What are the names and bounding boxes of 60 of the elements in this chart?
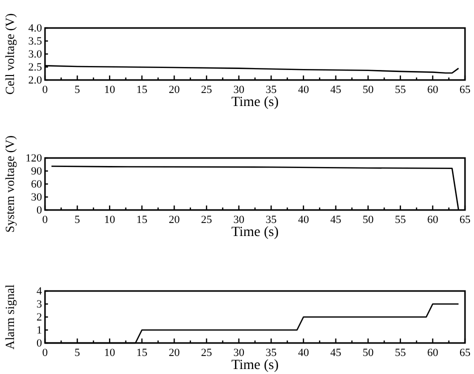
x-tick-label: 35 xyxy=(266,347,278,359)
x-tick-label: 40 xyxy=(298,214,310,226)
x-tick-label: 35 xyxy=(266,214,278,226)
x-tick-label: 25 xyxy=(201,347,213,359)
x-tick-label: 60 xyxy=(427,214,439,226)
x-tick-label: 10 xyxy=(104,214,116,226)
x-axis-title: Time (s) xyxy=(231,225,279,240)
x-tick-label: 20 xyxy=(168,214,180,226)
x-tick-label: 40 xyxy=(298,347,310,359)
y-tick-label: 4.0 xyxy=(28,22,42,34)
x-tick-label: 5 xyxy=(74,347,81,359)
x-tick-label: 35 xyxy=(266,84,278,96)
y-tick-label: 2 xyxy=(36,312,42,324)
x-tick-label: 25 xyxy=(201,84,213,96)
x-tick-label: 60 xyxy=(427,347,439,359)
x-tick-label: 30 xyxy=(233,84,245,96)
x-tick-label: 10 xyxy=(104,84,116,96)
x-tick-label: 10 xyxy=(104,347,116,359)
x-tick-label: 5 xyxy=(74,214,81,226)
x-tick-label: 15 xyxy=(136,214,148,226)
y-tick-label: 3.5 xyxy=(28,36,42,48)
x-tick-label: 60 xyxy=(427,84,439,96)
x-tick-label: 20 xyxy=(168,347,180,359)
y-axis-title: Alarm signal xyxy=(3,284,17,350)
y-tick-label: 120 xyxy=(26,152,42,164)
y-axis-title: System voltage (V) xyxy=(3,135,17,233)
x-tick-label: 65 xyxy=(460,84,471,96)
y-tick-label: 2.5 xyxy=(28,62,42,74)
y-tick-label: 3.0 xyxy=(28,48,42,60)
x-tick-label: 25 xyxy=(201,214,213,226)
x-tick-label: 50 xyxy=(362,84,374,96)
y-tick-label: 60 xyxy=(31,178,42,190)
y-tick-label: 0 xyxy=(36,338,42,350)
x-tick-label: 45 xyxy=(330,214,342,226)
x-tick-label: 65 xyxy=(460,347,471,359)
y-tick-label: 30 xyxy=(31,192,42,204)
y-tick-label: 2.0 xyxy=(28,74,42,86)
y-axis-title: Cell voltage (V) xyxy=(3,13,17,95)
y-tick-label: 1 xyxy=(36,324,42,336)
x-tick-label: 55 xyxy=(394,84,406,96)
x-tick-label: 30 xyxy=(233,347,245,359)
x-tick-label: 15 xyxy=(136,347,148,359)
x-tick-label: 55 xyxy=(394,214,406,226)
x-tick-label: 15 xyxy=(136,84,148,96)
x-axis-title: Time (s) xyxy=(231,358,279,373)
x-tick-label: 45 xyxy=(330,84,342,96)
x-tick-label: 20 xyxy=(168,84,180,96)
x-tick-label: 55 xyxy=(394,347,406,359)
x-tick-label: 45 xyxy=(330,347,342,359)
x-tick-label: 5 xyxy=(74,84,81,96)
x-axis-title: Time (s) xyxy=(231,95,279,110)
y-tick-label: 90 xyxy=(31,166,42,178)
y-tick-label: 3 xyxy=(36,298,42,310)
y-tick-label: 4 xyxy=(36,286,42,298)
x-tick-label: 50 xyxy=(362,347,374,359)
x-tick-label: 40 xyxy=(298,84,310,96)
y-tick-label: 0 xyxy=(36,204,42,216)
x-tick-label: 65 xyxy=(460,214,471,226)
x-tick-label: 50 xyxy=(362,214,374,226)
x-tick-label: 30 xyxy=(233,214,245,226)
